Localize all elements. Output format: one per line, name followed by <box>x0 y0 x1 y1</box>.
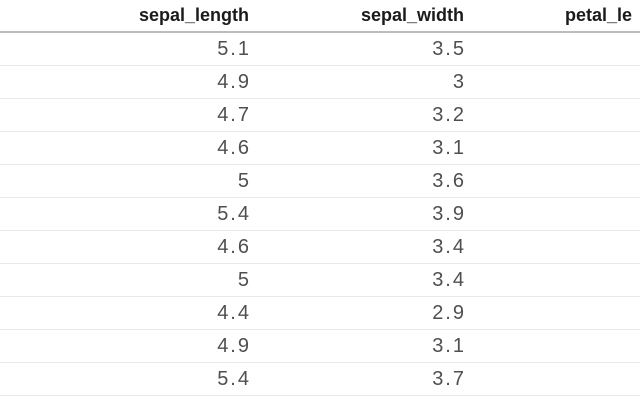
table-row: 5 3.6 <box>0 165 640 198</box>
table-row: 4.9 3 <box>0 66 640 99</box>
table-row: 4.6 3.1 <box>0 132 640 165</box>
table-row: 4.4 2.9 <box>0 297 640 330</box>
table-cell: 4.7 <box>217 103 251 126</box>
table-cell: 3.2 <box>432 103 466 126</box>
table-cell: 3.4 <box>432 235 466 258</box>
table-row: 5.4 3.9 <box>0 198 640 231</box>
table-cell: 5 <box>237 268 251 291</box>
table-row: 4.7 3.2 <box>0 99 640 132</box>
table-row: 4.9 3.1 <box>0 330 640 363</box>
table-cell: 5.4 <box>217 202 251 225</box>
table-cell: 5 <box>237 169 251 192</box>
column-header-sepal-length[interactable]: sepal_length <box>138 5 249 25</box>
column-header-sepal-width[interactable]: sepal_width <box>360 5 464 25</box>
table-cell: 3.1 <box>432 136 466 159</box>
table-cell: 3.6 <box>432 169 466 192</box>
table-cell: 3.5 <box>432 37 466 60</box>
table-cell: 4.9 <box>217 334 251 357</box>
table-cell: 2.9 <box>432 301 466 324</box>
table-cell: 3.7 <box>432 367 466 390</box>
table-row: 5.4 3.7 <box>0 363 640 396</box>
column-header-petal-length[interactable]: petal_le <box>565 5 633 25</box>
table-row: 5 3.4 <box>0 264 640 297</box>
table-cell: 5.4 <box>217 367 251 390</box>
table-cell: 4.6 <box>217 235 251 258</box>
table-cell: 3.1 <box>432 334 466 357</box>
table-cell: 3 <box>452 70 466 93</box>
table-cell: 5.1 <box>217 37 251 60</box>
table-cell: 3.4 <box>432 268 466 291</box>
table-header-row: sepal_length sepal_width petal_le <box>0 0 640 33</box>
table-row: 5.1 3.5 <box>0 33 640 66</box>
table-cell: 4.6 <box>217 136 251 159</box>
table-cell: 4.4 <box>217 301 251 324</box>
table-cell: 4.9 <box>217 70 251 93</box>
table-cell: 3.9 <box>432 202 466 225</box>
table-body: 5.1 3.5 4.9 3 4.7 3.2 4.6 3.1 5 3.6 5.4 3.9 4.6 3.4 5 3… <box>0 33 640 396</box>
table-row: 4.6 3.4 <box>0 231 640 264</box>
